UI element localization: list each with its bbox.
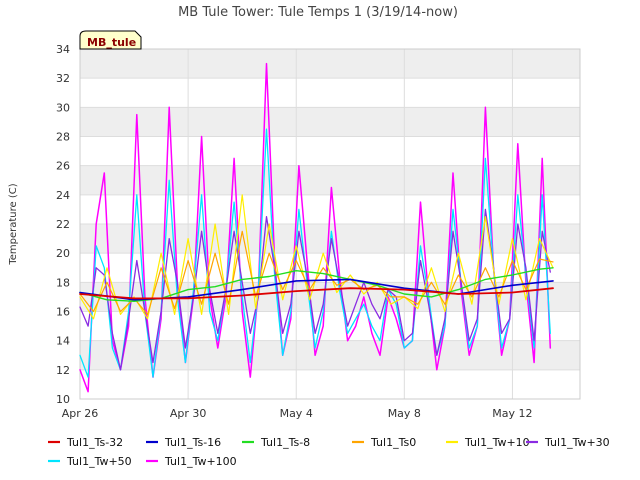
x-tick-label: Apr 30 [170,407,207,420]
x-tick-label: May 12 [492,407,532,420]
station-badge-shape [79,30,142,50]
y-tick-label: 16 [56,306,70,319]
y-tick-label: 34 [56,43,70,56]
series-line-Tul1_Tw+30 [79,208,551,371]
y-tick-label: 26 [56,160,70,173]
y-tick-label: 10 [56,393,70,406]
band-32 [80,49,580,79]
y-axis-title: Temperature (C) [8,183,19,265]
plot-frame [79,48,581,400]
chart-title: MB Tule Tower: Tule Temps 1 (3/19/14-now… [178,5,458,20]
y-tick-label: 18 [56,276,70,289]
y-tick-label: 22 [56,218,70,231]
legend-label: Tul1_Tw+10 [464,436,530,449]
x-tick-label: May 8 [388,407,421,420]
y-tick-label: 14 [56,335,70,348]
y-tick-label: 12 [56,364,70,377]
legend-label: Tul1_Ts0 [370,436,416,449]
x-tick-labels: Apr 26 Apr 30 May 4 May 8 May 12 [62,407,533,420]
y-tick-label: 20 [56,247,70,260]
band-24 [80,165,580,195]
y-tick-label: 30 [56,101,70,114]
series-line-Tul1_Tw+10 [79,194,554,320]
y-tick-label: 32 [56,72,70,85]
series-lines [79,62,554,393]
y-tick-labels: 10 12 14 16 18 20 22 24 26 28 30 32 34 [56,43,70,406]
legend-label: Tul1_Tw+50 [66,455,132,468]
legend-label: Tul1_Ts-32 [66,436,123,449]
y-tick-label: 24 [56,189,70,202]
band-12 [80,340,580,370]
station-badge: MB_tule [79,30,142,50]
band-28 [80,107,580,137]
legend-label: Tul1_Tw+100 [164,455,237,468]
legend-label: Tul1_Ts-16 [164,436,221,449]
y-tick-label: 28 [56,131,70,144]
series-line-Tul1_Tw+50 [79,128,551,378]
x-tick-label: May 4 [280,407,313,420]
legend: Tul1_Ts-32 Tul1_Ts-16 Tul1_Ts-8 Tul1_Ts0 Tul… [48,436,610,468]
station-badge-label: MB_tule [87,36,136,49]
series-line-Tul1_Ts-32 [79,287,554,300]
legend-label: Tul1_Tw+30 [544,436,610,449]
x-tick-label: Apr 26 [62,407,99,420]
legend-label: Tul1_Ts-8 [260,436,310,449]
